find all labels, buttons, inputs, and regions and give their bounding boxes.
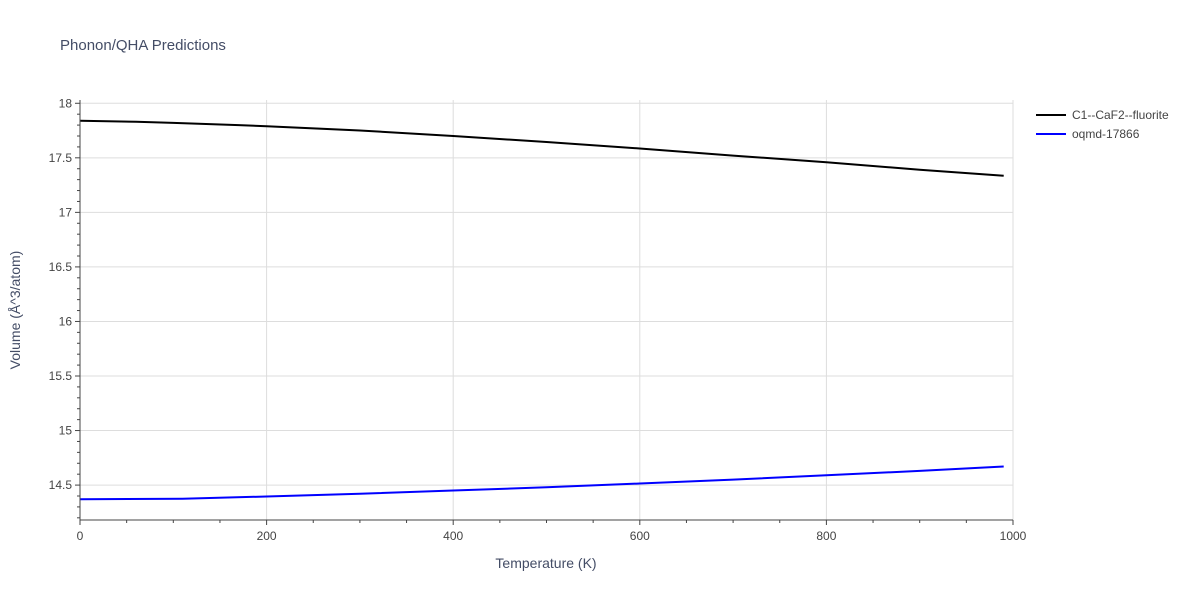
x-tick-label: 200 — [257, 529, 277, 543]
grid — [80, 100, 1014, 520]
axes: 0 200 400 600 800 1000 14.5 15 15.5 16 16.5 17 17.5 1… — [49, 96, 1027, 543]
y-tick-label: 16.5 — [49, 260, 73, 274]
x-tick-label: 0 — [77, 529, 84, 543]
plot-area — [79, 119, 1004, 501]
legend-label: oqmd-17866 — [1072, 127, 1140, 141]
x-tick-label: 1000 — [1000, 529, 1027, 543]
y-tick-label: 15 — [59, 424, 73, 438]
x-tick-label: 400 — [443, 529, 463, 543]
series-line — [79, 119, 1004, 177]
legend-item[interactable]: oqmd-17866 — [1036, 127, 1140, 141]
y-axis-title: Volume (Å^3/atom) — [7, 251, 23, 370]
y-tick-label: 14.5 — [49, 478, 73, 492]
y-tick-label: 16 — [59, 314, 73, 328]
y-tick-label: 17.5 — [49, 151, 73, 165]
y-tick-label: 17 — [59, 205, 73, 219]
x-tick-label: 800 — [816, 529, 836, 543]
y-tick-label: 18 — [59, 96, 73, 110]
x-axis-title: Temperature (K) — [495, 555, 596, 571]
y-tick-label: 15.5 — [49, 369, 73, 383]
legend[interactable]: C1--CaF2--fluorite oqmd-17866 — [1036, 108, 1169, 141]
chart-title: Phonon/QHA Predictions — [60, 37, 226, 54]
legend-item[interactable]: C1--CaF2--fluorite — [1036, 108, 1169, 122]
legend-label: C1--CaF2--fluorite — [1072, 108, 1169, 122]
series-line — [79, 465, 1004, 501]
x-tick-label: 600 — [630, 529, 650, 543]
